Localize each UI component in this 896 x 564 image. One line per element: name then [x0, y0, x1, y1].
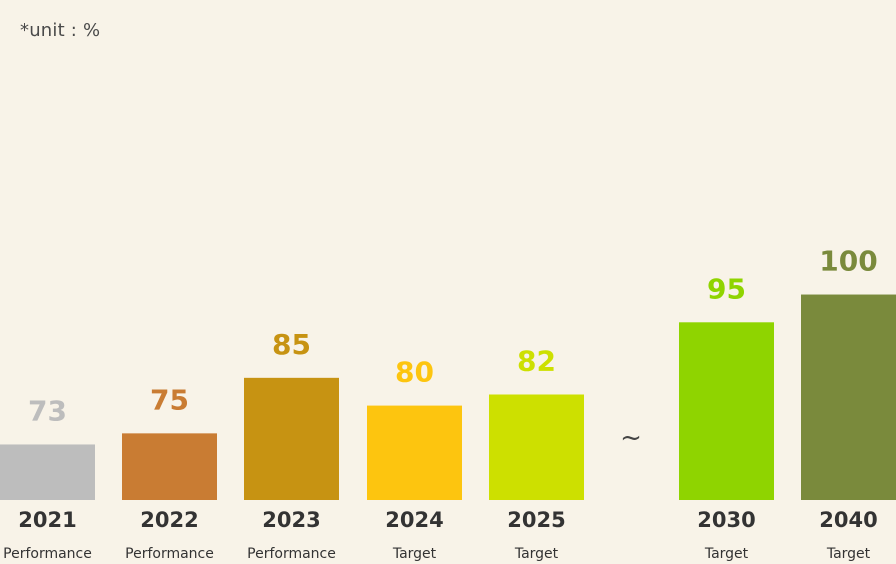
category-sublabel-2025: Target	[514, 546, 559, 562]
category-label-2021: 2021	[18, 508, 76, 532]
value-label-2040: 100	[819, 245, 877, 278]
bar-2022	[122, 433, 217, 500]
bar-2040	[801, 294, 896, 500]
category-sublabel-2021: Performance	[3, 546, 92, 562]
category-label-2025: 2025	[507, 508, 565, 532]
unit-note: *unit : %	[20, 20, 101, 41]
category-sublabel-2023: Performance	[247, 546, 336, 562]
value-label-2024: 80	[395, 356, 434, 389]
category-sublabel-2030: Target	[704, 546, 749, 562]
gap-marker: ~	[620, 423, 642, 453]
value-label-2021: 73	[28, 394, 67, 427]
category-sublabel-2024: Target	[392, 546, 437, 562]
bar-2025	[489, 394, 584, 500]
value-label-2030: 95	[707, 272, 746, 305]
bar-2030	[679, 322, 774, 500]
category-label-2022: 2022	[140, 508, 198, 532]
category-label-2024: 2024	[385, 508, 443, 532]
bar-2023	[244, 377, 339, 500]
bar-2024	[367, 405, 462, 500]
bar-2021	[0, 444, 95, 500]
value-label-2025: 82	[517, 344, 556, 377]
category-label-2023: 2023	[262, 508, 320, 532]
category-sublabel-2040: Target	[826, 546, 871, 562]
category-label-2040: 2040	[819, 508, 877, 532]
category-label-2030: 2030	[697, 508, 755, 532]
value-label-2022: 75	[150, 383, 189, 416]
category-sublabel-2022: Performance	[125, 546, 214, 562]
value-label-2023: 85	[272, 328, 311, 361]
